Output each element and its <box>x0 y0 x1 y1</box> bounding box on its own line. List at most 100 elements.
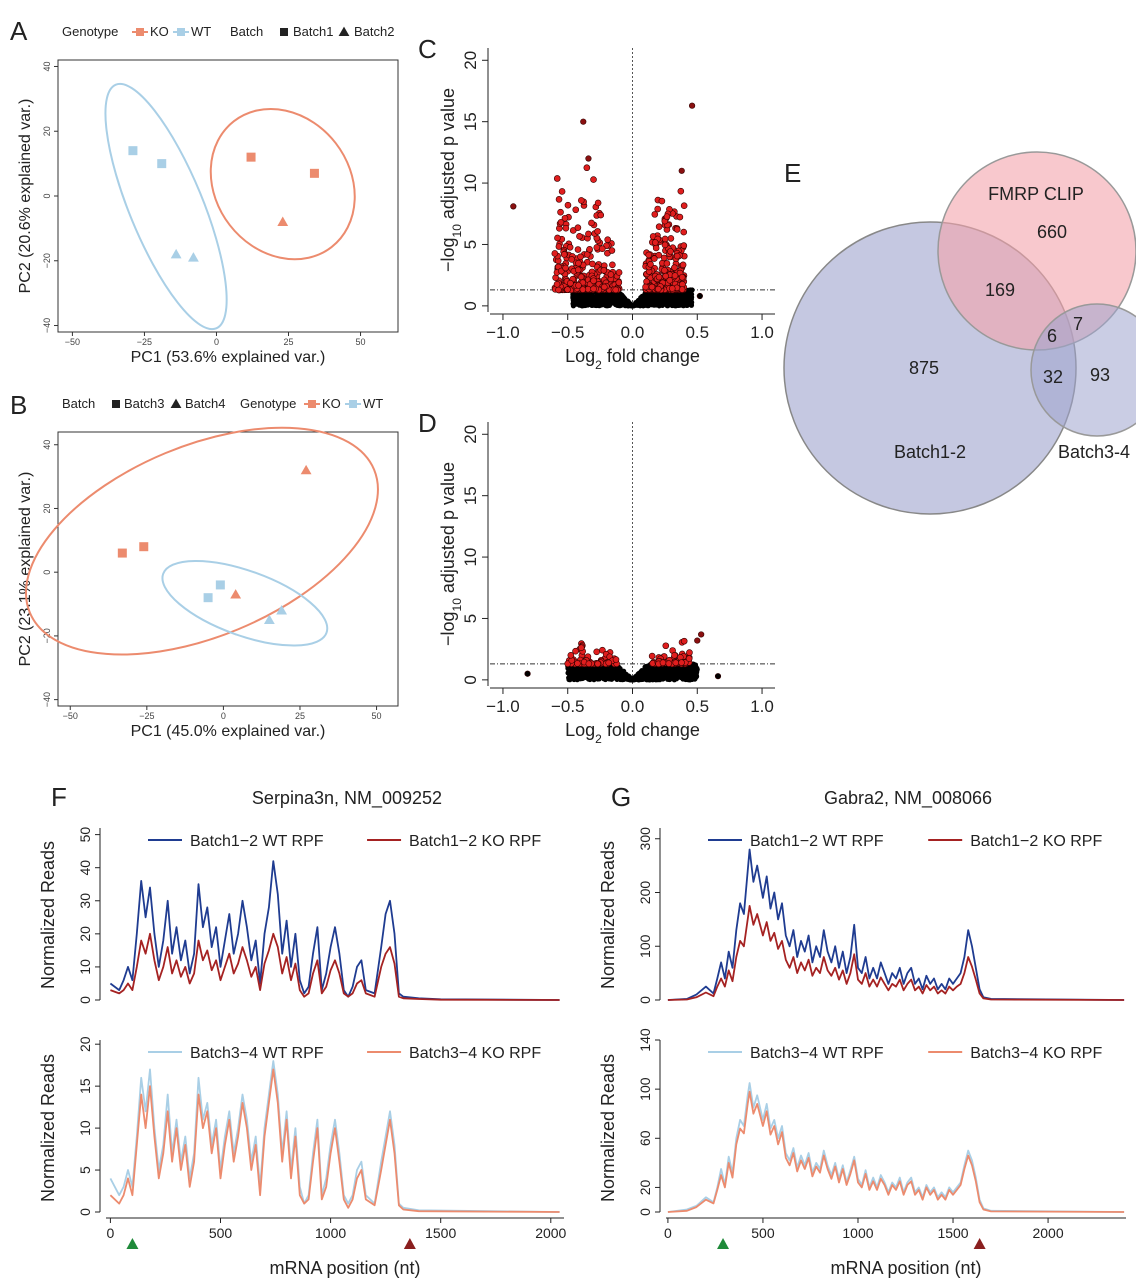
significant-point <box>566 243 574 251</box>
significant-point <box>590 176 597 183</box>
significant-point <box>612 286 620 294</box>
significant-point <box>678 659 685 666</box>
significant-point <box>560 251 568 258</box>
panel-label-g: G <box>611 782 631 812</box>
plot-frame <box>57 59 399 333</box>
nonsignificant-point <box>654 676 660 683</box>
legend-label: Batch3−4 WT RPF <box>190 1045 324 1062</box>
significant-point <box>612 656 620 663</box>
significant-point <box>557 208 564 216</box>
panel-label-f: F <box>51 782 67 812</box>
y-tick-label: 30 <box>77 893 93 909</box>
nonsignificant-point <box>687 290 693 296</box>
y-axis-label: PC2 (23.1% explained var.) <box>17 472 34 667</box>
outlier-point <box>580 118 587 125</box>
x-tick-label: 0 <box>221 711 226 721</box>
venn-count-clip-batch3-4: 7 <box>1073 314 1083 334</box>
significant-point <box>605 659 612 667</box>
nonsignificant-point <box>676 296 683 303</box>
y-tick-label: 10 <box>461 548 480 567</box>
x-tick-label: 1500 <box>937 1225 968 1241</box>
significant-point <box>589 260 596 268</box>
y-tick-label: 100 <box>637 934 653 958</box>
nonsignificant-point <box>604 303 611 309</box>
significant-point <box>598 245 606 253</box>
significant-point <box>660 254 668 262</box>
nonsignificant-point <box>596 299 602 305</box>
panel-label-d: D <box>418 408 437 438</box>
x-axis-label: Log2 fold change <box>565 720 700 746</box>
nonsignificant-point <box>679 670 685 676</box>
stop-codon-marker <box>973 1238 986 1249</box>
y-tick-label: 5 <box>461 614 480 623</box>
legend-batch1-marker <box>280 28 288 36</box>
nonsignificant-point <box>681 295 687 301</box>
legend-label: Batch1−2 KO RPF <box>409 833 541 850</box>
significant-point <box>676 213 684 221</box>
nonsignificant-point <box>579 675 585 682</box>
y-tick-label: 10 <box>77 959 93 975</box>
sample-point <box>230 589 242 599</box>
y-tick-label: 0 <box>77 1208 93 1216</box>
nonsignificant-point <box>576 300 582 307</box>
significant-point <box>593 244 601 251</box>
x-tick-label: 1000 <box>842 1225 873 1241</box>
legend-label: Batch3−4 KO RPF <box>970 1045 1102 1062</box>
y-tick-label: −40 <box>42 692 52 707</box>
outlier-point <box>688 102 696 109</box>
significant-point <box>615 279 623 286</box>
x-tick-label: 0.0 <box>621 697 645 716</box>
outlier-point <box>698 631 705 638</box>
nonsignificant-point <box>667 299 674 305</box>
legend-batch3-marker <box>112 400 120 408</box>
x-tick-label: 0.5 <box>685 323 709 342</box>
nonsignificant-point <box>662 666 668 672</box>
legend-ko-marker <box>308 400 316 408</box>
y-tick-label: 20 <box>461 51 480 70</box>
significant-point <box>567 652 575 659</box>
y-tick-label: 100 <box>637 1077 653 1101</box>
y-tick-label: 20 <box>77 926 93 942</box>
profile-line <box>109 1068 560 1213</box>
significant-point <box>651 255 658 262</box>
nonsignificant-point <box>591 673 597 679</box>
x-axis-label: PC1 (53.6% explained var.) <box>131 349 326 366</box>
panel-label-b: B <box>10 390 27 420</box>
y-tick-label: 5 <box>77 1166 93 1174</box>
nonsignificant-point <box>571 672 577 678</box>
stop-codon-marker <box>403 1238 416 1249</box>
x-tick-label: 0.5 <box>685 697 709 716</box>
venn-count-batch1-2-batch3-4: 32 <box>1043 367 1063 387</box>
venn-count-batch1-2-only: 875 <box>909 358 939 378</box>
nonsignificant-point <box>640 669 646 675</box>
x-tick-label: 1.0 <box>750 697 774 716</box>
x-tick-label: 0 <box>107 1225 115 1241</box>
significant-point <box>673 252 681 260</box>
venn-set-name-batch3-4: Batch3-4 <box>1058 442 1130 462</box>
confidence-ellipse-ko <box>209 108 356 261</box>
venn-count-batch3-4-only: 93 <box>1090 365 1110 385</box>
y-tick-label: −20 <box>42 253 52 268</box>
x-tick-label: −1.0 <box>486 323 520 342</box>
y-tick-label: 15 <box>77 1078 93 1094</box>
nonsignificant-point <box>651 667 658 673</box>
venn-circle-batch3-4 <box>1030 303 1136 437</box>
y-axis-label: Normalized Reads <box>38 1054 58 1202</box>
significant-point <box>601 283 608 291</box>
panel-label-c: C <box>418 34 437 64</box>
significant-point <box>662 272 669 280</box>
significant-point <box>661 267 668 274</box>
venn-count-fmrp-only: 660 <box>1037 222 1067 242</box>
significant-point <box>577 253 584 261</box>
nonsignificant-point <box>604 292 611 299</box>
significant-point <box>564 201 572 209</box>
significant-point <box>662 642 670 650</box>
y-tick-label: 40 <box>42 440 52 450</box>
y-tick-label: −40 <box>42 318 52 333</box>
nonsignificant-point <box>583 302 589 308</box>
significant-point <box>574 266 582 274</box>
legend-label: Batch3−4 KO RPF <box>409 1045 541 1062</box>
y-tick-label: 20 <box>77 1036 93 1052</box>
significant-point <box>661 235 669 243</box>
legend-batch3-label: Batch3 <box>124 396 164 411</box>
